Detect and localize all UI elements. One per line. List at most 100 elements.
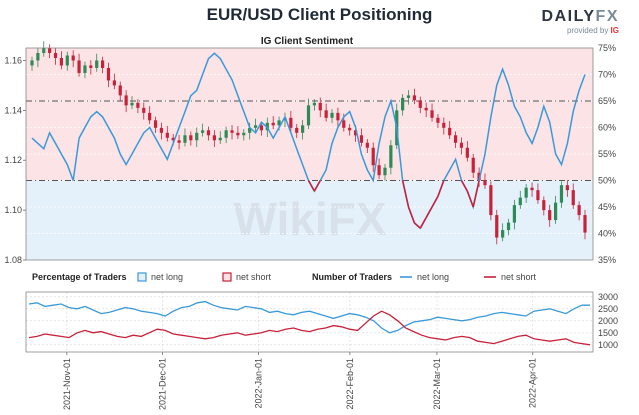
brand-prefix: DAILY (541, 8, 596, 25)
traders-net-long-line (28, 300, 590, 334)
candle-body (183, 135, 187, 143)
candle-body (89, 65, 93, 68)
traders-net-short-line (28, 310, 591, 346)
candle-body (448, 127, 452, 136)
candle-body (301, 125, 305, 133)
legend-label: net short (501, 272, 537, 282)
candle-body (312, 102, 316, 106)
right-tick-label: 75% (598, 43, 616, 53)
candle-body (383, 167, 387, 176)
candle-body (289, 117, 293, 128)
candle-body (377, 165, 381, 176)
x-tick-label: 2022-Apr-01 (528, 358, 538, 408)
candle-body (583, 215, 587, 233)
candle-body (177, 140, 181, 143)
candle-body (371, 147, 375, 166)
candle-body (59, 57, 64, 66)
watermark: WikiFX (234, 193, 387, 245)
ig-logo: IG (610, 26, 619, 35)
right-tick-label: 55% (598, 149, 616, 159)
candle-body (483, 180, 487, 186)
x-tick-label: 2021-Dec-01 (158, 358, 168, 410)
x-tick-label: 2022-Jan-01 (253, 358, 263, 409)
legend-group-percentage: Percentage of Traders (32, 272, 127, 282)
candle-body (424, 107, 428, 111)
x-tick-label: 2022-Mar-01 (432, 358, 442, 410)
candle-body (453, 135, 458, 143)
candle-body (559, 185, 564, 203)
legend-group-number: Number of Traders (312, 272, 392, 282)
candle-body (271, 122, 275, 126)
candle-body (348, 127, 352, 131)
candle-body (253, 125, 258, 128)
candle-body (542, 200, 546, 211)
x-tick-label: 2021-Nov-01 (62, 358, 72, 410)
right-tick-label: 70% (598, 70, 616, 80)
legend-swatch-net-short-pct (222, 272, 232, 282)
candle-body (353, 130, 358, 136)
legend-label: net short (236, 272, 272, 282)
candle-body (142, 107, 146, 113)
candle-body (471, 157, 475, 173)
candle-body (283, 117, 287, 121)
brand-sub: provided by (566, 26, 609, 35)
net-short-pct-segment (425, 206, 433, 218)
x-tick-label: 2022-Feb-01 (345, 358, 355, 410)
right-tick-label: 50% (598, 176, 616, 186)
chart-title: EUR/USD Client Positioning (206, 5, 433, 24)
candle-body (389, 145, 393, 168)
candle-body (212, 135, 216, 141)
candle-body (206, 130, 211, 136)
right-tick-label: 3000 (598, 292, 618, 302)
net-short-pct-segment (460, 180, 469, 192)
net-short-pct-segment (313, 180, 321, 192)
candle-body (171, 137, 175, 141)
candle-body (565, 185, 569, 191)
candle-body (112, 80, 116, 86)
right-tick-label: 65% (598, 96, 616, 106)
candle-body (295, 127, 299, 133)
right-tick-label: 40% (598, 229, 616, 239)
right-tick-label: 35% (598, 255, 616, 265)
net-short-pct-segment (419, 217, 427, 229)
candle-body (495, 215, 499, 238)
candle-body (577, 205, 581, 216)
right-tick-label: 2500 (598, 304, 618, 314)
candle-body (36, 52, 40, 61)
brand-suffix: FX (595, 8, 619, 25)
candle-body (359, 135, 364, 143)
candle-body (53, 52, 58, 58)
candle-body (365, 142, 369, 148)
candle-body (30, 60, 34, 66)
candle-body (477, 172, 481, 181)
candle-body (100, 60, 105, 68)
candle-body (524, 187, 528, 198)
candle-body (71, 55, 75, 61)
legend-swatch-net-long-pct (137, 272, 147, 282)
candle-body (77, 60, 81, 73)
candle-body (336, 112, 340, 121)
candle-body (548, 210, 552, 221)
net-short-pct-segment (431, 196, 439, 208)
candle-body (501, 230, 505, 238)
left-tick-label: 1.12 (4, 155, 22, 165)
candle-body (242, 132, 246, 136)
candle-body (224, 130, 228, 138)
candle-body (118, 85, 122, 96)
net-short-pct-segment (401, 180, 410, 208)
right-tick-label: 2000 (598, 316, 618, 326)
candle-body (465, 147, 469, 158)
candle-body (430, 110, 434, 118)
candle-body (553, 202, 558, 221)
candle-body (95, 60, 99, 68)
candle-body (165, 132, 169, 138)
candle-body (536, 190, 540, 201)
legend-label: net long (151, 272, 183, 282)
candle-body (401, 97, 405, 111)
candle-body (330, 112, 334, 118)
net-short-pct-segment (437, 180, 445, 197)
net-short-pct-segment (413, 222, 421, 229)
left-tick-label: 1.14 (4, 105, 22, 115)
candle-body (124, 95, 128, 106)
